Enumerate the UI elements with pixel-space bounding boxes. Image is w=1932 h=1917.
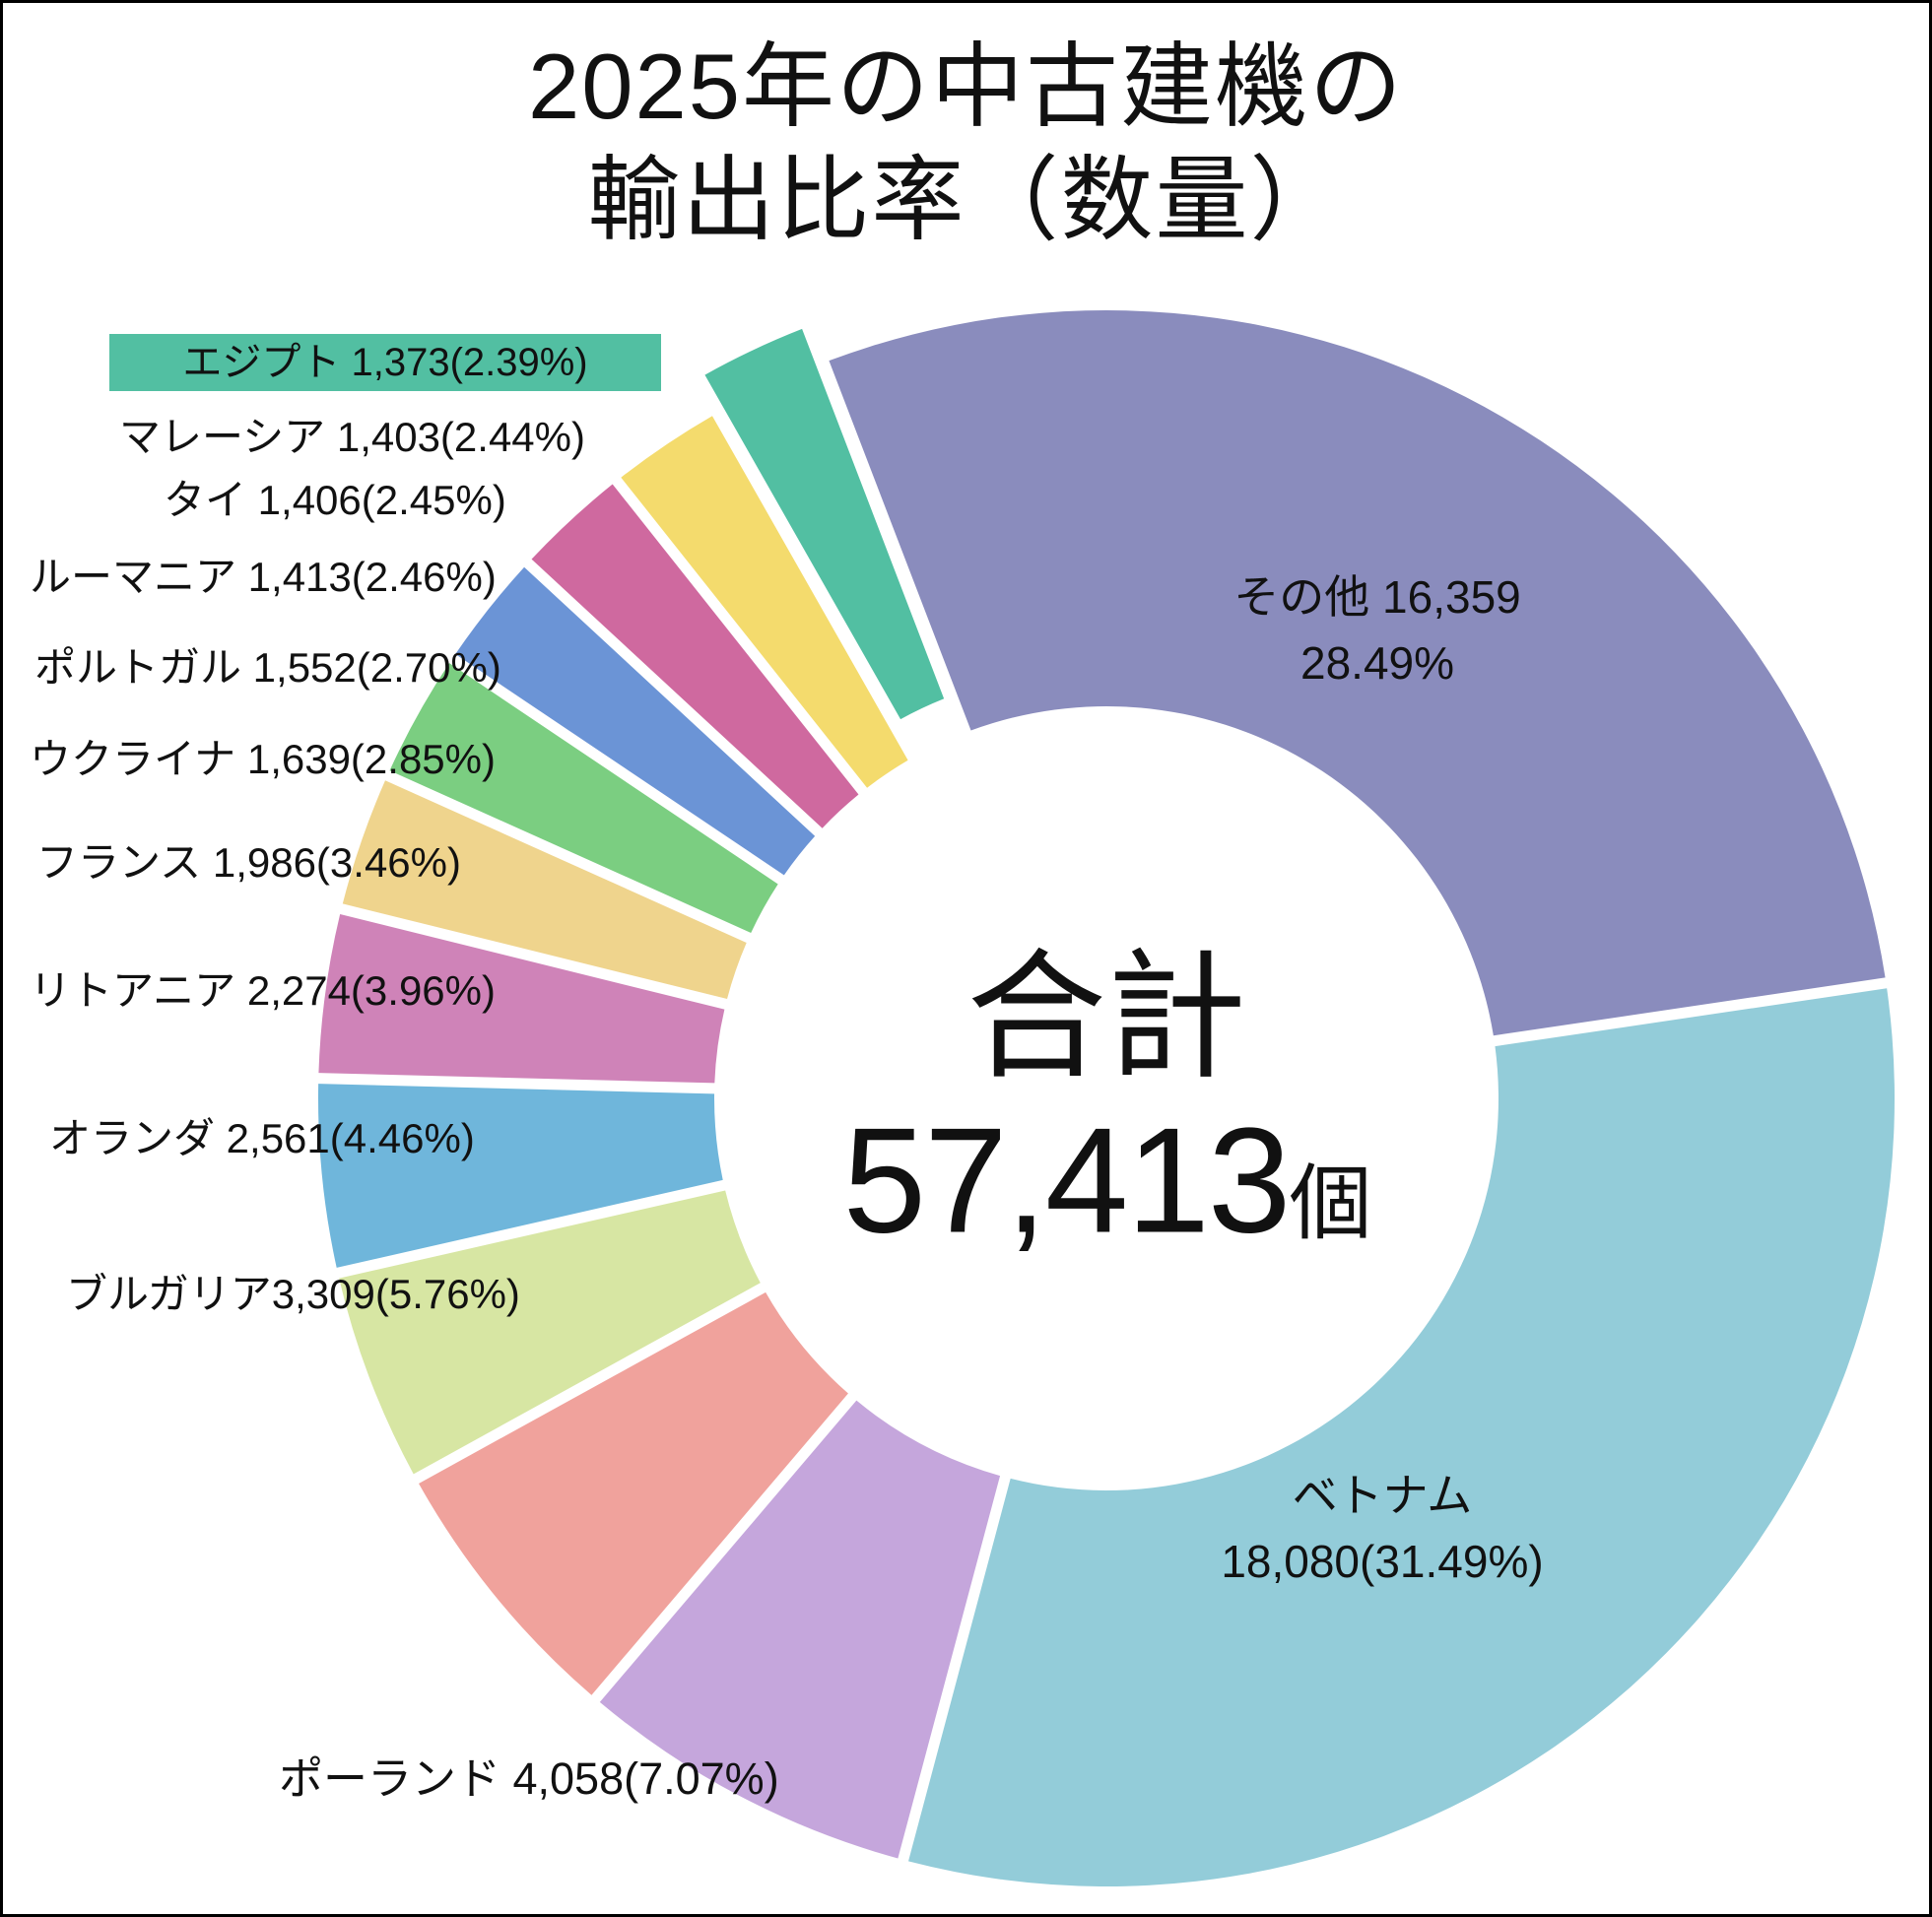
center-total-unit: 個 [1289, 1157, 1371, 1250]
slice-label-ベトナム: ベトナム 18,080(31.49%) [1221, 1470, 1544, 1587]
pie-slice-マレーシア[interactable] [621, 416, 908, 788]
chart-title-line1: 2025年の中古建機の [527, 34, 1405, 138]
pie-slice-ウクライナ[interactable] [342, 780, 747, 999]
slice-label-タイ: タイ 1,406(2.45%) [164, 477, 506, 523]
pie-slice-ルーマニア[interactable] [455, 566, 816, 876]
pie-slice-その他[interactable] [829, 309, 1886, 1036]
pie-slice-タイ[interactable] [531, 484, 859, 828]
slice-label-ルーマニア: ルーマニア 1,413(2.46%) [30, 554, 497, 600]
donut-chart [318, 309, 1896, 1887]
pie-slice-エジプト[interactable] [704, 328, 945, 720]
slice-label-ポルトガル: ポルトガル 1,552(2.70%) [34, 644, 501, 691]
slice-label-ポーランド: ポーランド 4,058(7.07%) [279, 1753, 779, 1804]
chart-title-line2: 輸出比率（数量） [587, 147, 1345, 251]
chart-title: 2025年の中古建機の 輸出比率（数量） [3, 31, 1929, 256]
pie-slice-リトアニア[interactable] [318, 1084, 723, 1268]
highlighted-slice-label-エジプト[interactable]: エジプト 1,373(2.39%) [109, 334, 661, 391]
pie-slice-ポルトガル[interactable] [389, 663, 778, 933]
slice-label-ブルガリア: ブルガリア3,309(5.76%) [66, 1271, 520, 1317]
slice-label-その他: その他 16,359 28.49% [1233, 571, 1521, 689]
pie-slice-ポーランド[interactable] [599, 1400, 1001, 1859]
center-total: 合計 57,413個 [842, 939, 1372, 1268]
slice-label-マレーシア: マレーシア 1,403(2.44%) [119, 414, 585, 460]
slice-label-ウクライナ: ウクライナ 1,639(2.85%) [30, 736, 496, 782]
slice-label-フランス: フランス 1,986(3.46%) [36, 839, 461, 886]
slice-label-リトアニア: リトアニア 2,274(3.96%) [30, 967, 496, 1014]
center-total-value: 57,413個 [842, 1095, 1372, 1268]
center-total-number: 57,413 [842, 1096, 1292, 1265]
pie-slice-フランス[interactable] [318, 914, 725, 1084]
center-total-label: 合計 [966, 939, 1246, 1096]
pie-slice-ブルガリア[interactable] [419, 1291, 848, 1695]
pie-slice-オランダ[interactable] [339, 1190, 761, 1475]
slice-label-オランダ: オランダ 2,561(4.46%) [49, 1115, 475, 1161]
pie-slice-ベトナム[interactable] [908, 988, 1896, 1887]
